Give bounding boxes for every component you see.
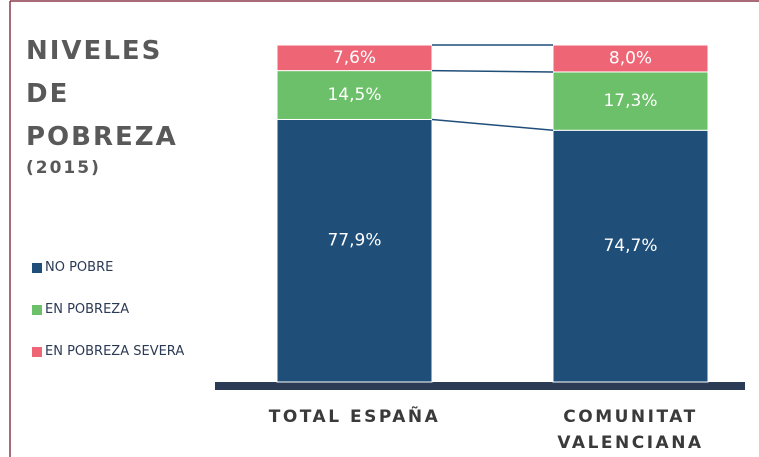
- connector-line: [431, 69, 554, 73]
- legend-swatch: [32, 346, 42, 357]
- legend-swatch: [32, 304, 42, 315]
- chart-title: NIVELES DE POBREZA: [26, 36, 178, 152]
- legend-swatch: [32, 262, 42, 273]
- bar-segment: [276, 70, 433, 120]
- bar-segment: [276, 44, 433, 72]
- value-label: 14,5%: [327, 85, 381, 105]
- baseline: [215, 382, 745, 390]
- bar-segment: [552, 71, 709, 131]
- connector-line: [431, 118, 554, 132]
- legend-entry: EN POBREZA SEVERA: [32, 344, 184, 359]
- legend-entry: EN POBREZA: [32, 302, 129, 317]
- value-label: 74,7%: [603, 236, 657, 256]
- legend-label: EN POBREZA SEVERA: [45, 344, 185, 359]
- chart-subtitle: (2015): [26, 158, 101, 178]
- x-tick-label: TOTAL ESPAÑA: [268, 407, 441, 427]
- value-label: 8,0%: [609, 48, 652, 68]
- legend-entry: NO POBRE: [32, 260, 113, 275]
- bar-segment: [552, 129, 709, 383]
- x-tick-label: COMUNITAT VALENCIANA: [557, 407, 704, 453]
- value-label: 17,3%: [603, 91, 657, 111]
- bar-segment: [552, 44, 709, 73]
- legend-label: NO POBRE: [45, 260, 114, 275]
- value-label: 77,9%: [327, 231, 381, 251]
- value-label: 7,6%: [333, 48, 376, 68]
- bar-segment: [276, 118, 433, 383]
- legend-label: EN POBREZA: [45, 302, 130, 317]
